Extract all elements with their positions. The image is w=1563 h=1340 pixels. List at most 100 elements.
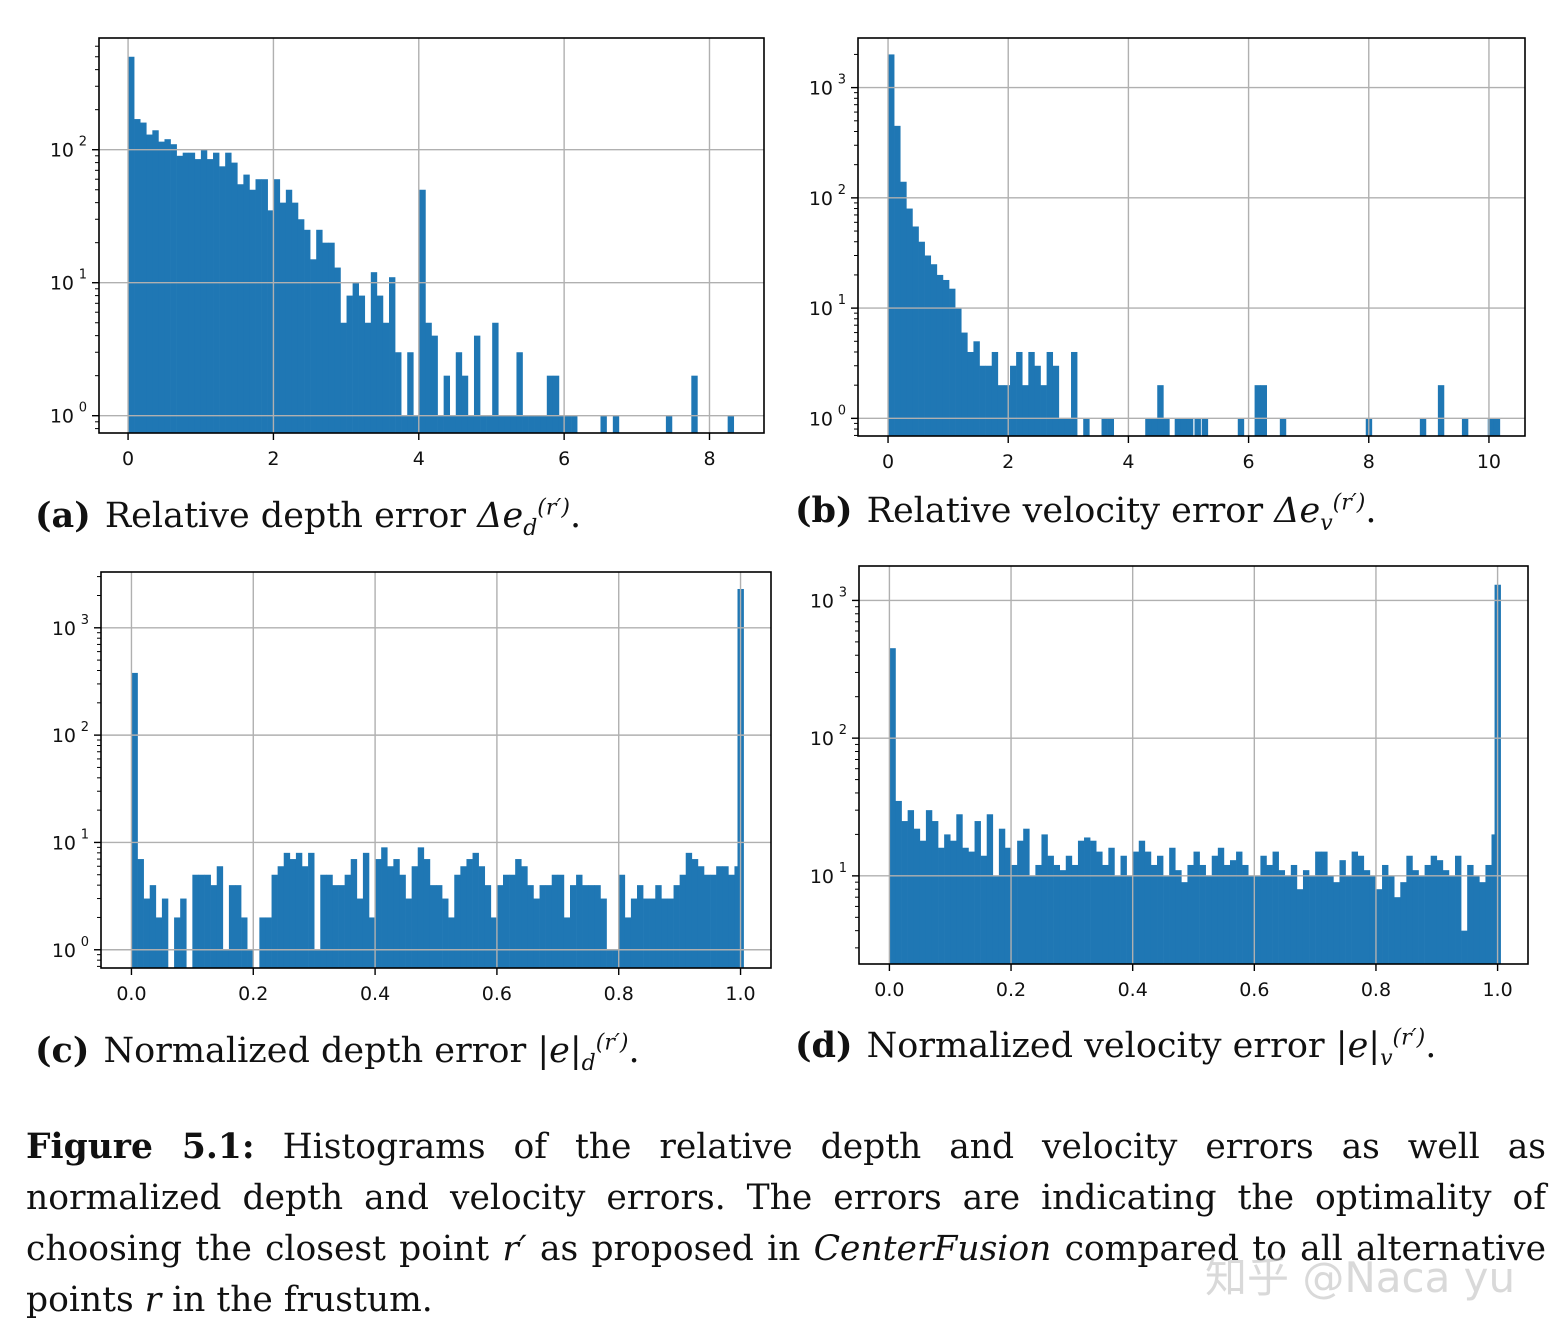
subcaption-b-sup: (r′): [1332, 490, 1366, 516]
histogram-bar-d-0: [889, 648, 896, 964]
histogram-bar-d-94: [1461, 930, 1468, 964]
histogram-bar-c-1: [137, 859, 144, 968]
histogram-bar-d-70: [1315, 851, 1322, 964]
histogram-bar-a-41: [376, 295, 384, 433]
y-tick-label-d-1: 10: [810, 728, 834, 750]
histogram-bar-c-7: [180, 898, 187, 968]
histogram-bar-d-43: [1150, 864, 1158, 964]
histogram-bar-b-39: [1157, 385, 1164, 436]
histogram-bar-a-23: [267, 210, 275, 433]
histogram-bar-b-28: [1058, 418, 1066, 436]
histogram-bar-d-16: [986, 814, 994, 964]
x-tick-label-a-4: 8: [703, 448, 715, 470]
histogram-bar-d-11: [956, 814, 963, 964]
subcaption-b-label: (b): [795, 490, 853, 531]
x-tick-label-c-5: 1.0: [725, 983, 755, 1005]
histogram-chart-c: 0.0 0.2 0.4 0.6 0.8 1.0 10 0 10 1 10 2 10 3: [52, 571, 772, 1005]
histogram-bar-d-26: [1047, 855, 1054, 964]
histogram-bar-c-38: [381, 847, 388, 968]
histogram-bar-a-31: [316, 229, 323, 433]
histogram-bar-d-33: [1090, 840, 1097, 964]
histogram-bar-c-61: [521, 866, 528, 968]
histogram-bar-a-53: [449, 415, 457, 433]
histogram-bar-a-71: [558, 415, 566, 433]
histogram-bar-a-33: [328, 242, 335, 433]
histogram-bar-a-7: [170, 144, 177, 433]
histogram-bar-c-82: [649, 898, 656, 968]
y-tick-exp-b-2: 2: [838, 183, 846, 198]
histogram-bar-d-32: [1084, 837, 1091, 964]
x-tick-label-b-3: 6: [1243, 451, 1255, 473]
y-tick-exp-b-3: 3: [838, 73, 846, 88]
histogram-bar-c-90: [697, 866, 705, 968]
x-tick-label-d-0: 0.0: [874, 979, 904, 1001]
histogram-bar-b-8: [936, 274, 944, 436]
histogram-bar-b-42: [1201, 418, 1209, 436]
histogram-bar-a-37: [352, 282, 359, 433]
subcaption-d: (d) Normalized velocity error |e|v(r′).: [795, 1025, 1437, 1071]
histogram-bar-a-49: [425, 322, 432, 433]
histogram-bar-c-57: [496, 885, 504, 968]
histogram-bar-a-67: [534, 415, 542, 433]
histogram-bar-d-60: [1254, 875, 1261, 964]
histogram-bar-d-4: [913, 828, 921, 964]
histogram-bar-c-60: [515, 859, 522, 968]
histogram-bar-a-12: [200, 149, 208, 433]
histogram-bar-d-27: [1053, 864, 1060, 964]
histogram-bar-d-31: [1077, 840, 1085, 964]
histogram-bar-a-66: [528, 415, 535, 433]
histogram-bar-c-41: [399, 874, 406, 968]
histogram-bar-b-24: [1034, 365, 1041, 436]
y-tick-exp-c-1: 1: [81, 827, 89, 842]
histogram-bar-c-23: [289, 859, 297, 968]
histogram-bar-a-77: [691, 375, 698, 433]
y-tick-label-c-3: 10: [52, 618, 76, 640]
histogram-bar-b-13: [967, 351, 974, 436]
histogram-bar-c-53: [472, 852, 479, 968]
histogram-bar-d-69: [1309, 875, 1316, 964]
histogram-bar-b-27: [1052, 365, 1060, 436]
histogram-bar-d-41: [1138, 840, 1146, 964]
y-tick-exp-a-2: 2: [79, 135, 87, 150]
histogram-bar-c-10: [204, 874, 211, 968]
histogram-bar-d-98: [1485, 864, 1492, 964]
histogram-bar-c-85: [667, 898, 674, 968]
histogram-bar-c-25: [302, 866, 309, 968]
y-tick-label-a-2: 10: [50, 140, 74, 162]
histogram-bar-c-11: [210, 885, 218, 968]
histogram-bar-c-49: [448, 917, 455, 968]
subcaption-c-symbol: |e|: [537, 1031, 582, 1071]
histogram-bar-c-51: [460, 866, 467, 968]
histogram-bar-d-25: [1041, 834, 1048, 964]
histogram-bar-d-28: [1059, 870, 1067, 964]
histogram-bar-d-75: [1345, 875, 1352, 964]
histogram-bar-a-74: [600, 415, 607, 433]
histogram-bar-b-10: [949, 288, 956, 436]
axes-frame-b: [857, 37, 1526, 437]
histogram-bar-c-52: [466, 859, 473, 968]
histogram-bar-a-57: [473, 335, 481, 433]
histogram-bar-d-62: [1266, 864, 1273, 964]
y-tick-exp-b-0: 0: [838, 403, 846, 418]
histogram-bar-a-29: [304, 229, 311, 433]
x-tick-label-c-2: 0.4: [360, 983, 390, 1005]
subcaption-a-symbol: Δe: [477, 496, 524, 536]
histogram-bar-c-18: [259, 917, 266, 968]
histogram-bar-d-90: [1436, 860, 1444, 964]
histogram-bar-b-22: [1022, 385, 1029, 436]
histogram-bar-a-40: [370, 272, 378, 433]
histogram-bar-a-11: [194, 159, 202, 433]
histogram-bar-d-20: [1011, 864, 1018, 964]
histogram-bar-d-80: [1375, 889, 1383, 964]
histogram-bar-c-5: [161, 898, 169, 968]
histogram-bar-c-78: [624, 917, 632, 968]
histogram-bar-b-25: [1040, 385, 1047, 436]
histogram-bar-d-83: [1394, 897, 1401, 964]
histogram-bar-c-76: [612, 949, 620, 968]
histogram-bar-a-61: [498, 415, 505, 433]
figure-caption-text-1: Histograms of the relative depth and vel…: [26, 1127, 1546, 1269]
histogram-bar-d-93: [1455, 855, 1462, 964]
histogram-bar-a-63: [510, 415, 517, 433]
histogram-bar-d-12: [962, 847, 969, 964]
histogram-bar-a-76: [665, 415, 673, 433]
